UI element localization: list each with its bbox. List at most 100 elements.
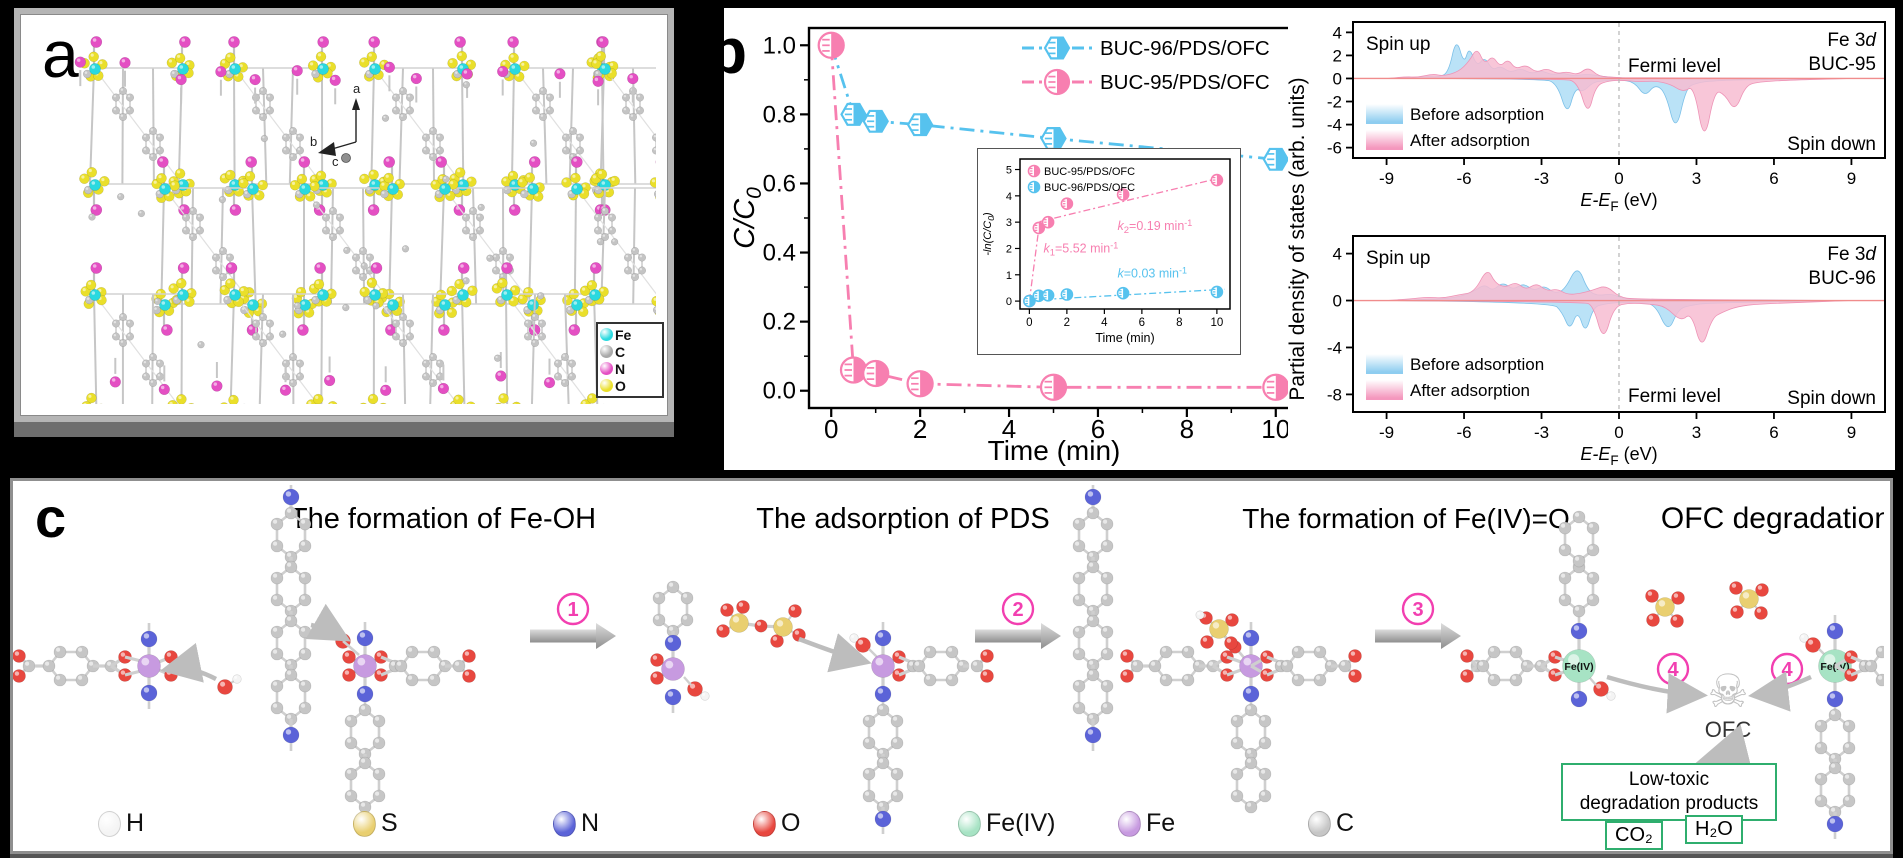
fermi-label: Fermi level bbox=[1628, 386, 1721, 407]
spin-down-label: Spin down bbox=[1787, 134, 1876, 155]
svg-text:b: b bbox=[310, 134, 317, 149]
legend-item-Fe: Fe bbox=[600, 326, 660, 343]
step-title-4: OFC degradation bbox=[1661, 502, 1884, 535]
atom-color-legend: Fe C N O bbox=[596, 322, 664, 398]
degradation-products-box: Low-toxic degradation products bbox=[1561, 763, 1777, 821]
svg-text:6: 6 bbox=[1769, 423, 1778, 442]
svg-text:8: 8 bbox=[1176, 317, 1182, 329]
ofc-label: OFC bbox=[1705, 717, 1752, 742]
svg-text:k1=5.52 min-1: k1=5.52 min-1 bbox=[1043, 240, 1118, 258]
pdos-chart-BUC-96: 4 0 -4 -8 -9 -6 -3 0 3 6 9 E-EF (eV) Spin up Fe 3d BUC… bbox=[1327, 235, 1886, 468]
y-axis-label: C/C0 bbox=[729, 187, 766, 249]
legend-item-O: O bbox=[600, 377, 660, 394]
h2o-box: H₂O bbox=[1685, 815, 1743, 844]
legend-item-C: C bbox=[600, 343, 660, 360]
axis-triad-icon: a bc bbox=[310, 81, 361, 169]
svg-text:c: c bbox=[332, 154, 339, 169]
svg-text:2: 2 bbox=[1333, 46, 1342, 65]
svg-text:Before adsorption: Before adsorption bbox=[1410, 105, 1544, 124]
svg-text:4: 4 bbox=[1667, 659, 1679, 681]
svg-text:0: 0 bbox=[1026, 317, 1032, 329]
svg-text:a: a bbox=[353, 81, 361, 96]
svg-text:BUC-96/PDS/OFC: BUC-96/PDS/OFC bbox=[1100, 37, 1270, 60]
svg-text:5: 5 bbox=[1006, 165, 1012, 177]
kinetics-inset-chart: 0 2 4 6 8 10 0 1 2 3 4 5 Time (min) -ln(C/C0) BUC-95/P… bbox=[977, 148, 1241, 355]
svg-text:4: 4 bbox=[1781, 659, 1793, 681]
legend-label: N bbox=[615, 360, 626, 377]
panel-a-label: a bbox=[42, 17, 79, 91]
svg-text:Before adsorption: Before adsorption bbox=[1410, 355, 1544, 374]
svg-text:0: 0 bbox=[1333, 292, 1342, 311]
svg-text:10: 10 bbox=[1210, 317, 1223, 329]
svg-text:0.0: 0.0 bbox=[763, 378, 796, 405]
svg-text:2: 2 bbox=[1012, 599, 1023, 621]
skull-icon: ☠ bbox=[1707, 664, 1748, 718]
legend-label: C bbox=[615, 343, 626, 360]
svg-text:Time (min): Time (min) bbox=[1095, 331, 1154, 345]
material-label: BUC-95 bbox=[1808, 54, 1876, 75]
atom-swatch bbox=[600, 345, 613, 358]
svg-text:4: 4 bbox=[1006, 191, 1012, 203]
pdos-y-axis-label: Partial density of states (arb. units) bbox=[1288, 77, 1309, 400]
svg-text:0: 0 bbox=[1614, 423, 1623, 442]
orbital-label: Fe 3d bbox=[1827, 244, 1877, 265]
svg-text:-3: -3 bbox=[1534, 423, 1549, 442]
svg-text:-ln(C/C0): -ln(C/C0) bbox=[982, 212, 996, 256]
svg-text:-2: -2 bbox=[1327, 93, 1342, 112]
svg-text:-6: -6 bbox=[1327, 139, 1342, 158]
svg-text:0: 0 bbox=[824, 414, 838, 444]
step-title-1: The formation of Fe-OH bbox=[290, 503, 596, 535]
svg-text:0: 0 bbox=[1006, 296, 1012, 308]
svg-text:1.0: 1.0 bbox=[763, 32, 796, 59]
products-line1: Low-toxic bbox=[1628, 769, 1710, 790]
svg-text:-8: -8 bbox=[1327, 385, 1342, 404]
svg-text:BUC-95/PDS/OFC: BUC-95/PDS/OFC bbox=[1044, 166, 1135, 178]
svg-text:1: 1 bbox=[567, 599, 578, 621]
svg-text:After adsorption: After adsorption bbox=[1410, 381, 1530, 400]
svg-text:9: 9 bbox=[1847, 423, 1856, 442]
svg-text:-9: -9 bbox=[1379, 169, 1394, 188]
svg-text:9: 9 bbox=[1847, 169, 1856, 188]
svg-text:3: 3 bbox=[1412, 599, 1423, 621]
kinetics-inset-svg: 0 2 4 6 8 10 0 1 2 3 4 5 Time (min) -ln(C/C0) BUC-95/P… bbox=[982, 158, 1231, 345]
svg-text:2: 2 bbox=[913, 414, 927, 444]
svg-text:E-EF (eV): E-EF (eV) bbox=[1580, 190, 1657, 214]
legend-item-N: N bbox=[600, 360, 660, 377]
pdos-chart-BUC-95: 4 2 0 -2 -4 -6 -9 -6 -3 0 3 6 9 E-EF (eV) Spin up Fe 3d… bbox=[1327, 21, 1886, 214]
spin-up-label: Spin up bbox=[1366, 34, 1430, 55]
fermi-label: Fermi level bbox=[1628, 56, 1721, 77]
svg-text:1: 1 bbox=[1006, 270, 1012, 282]
svg-text:-9: -9 bbox=[1379, 423, 1394, 442]
co2-box: CO₂ bbox=[1605, 821, 1663, 850]
svg-text:-6: -6 bbox=[1456, 423, 1471, 442]
svg-text:4: 4 bbox=[1002, 414, 1016, 444]
pdos-svg: 4 2 0 -2 -4 -6 -9 -6 -3 0 3 6 9 E-EF (eV) Spin up Fe 3d… bbox=[1288, 21, 1886, 468]
svg-text:E-EF (eV): E-EF (eV) bbox=[1580, 444, 1657, 468]
series-line-1 bbox=[829, 45, 1276, 389]
spin-down-label: Spin down bbox=[1787, 388, 1876, 409]
svg-text:6: 6 bbox=[1769, 169, 1778, 188]
svg-text:0.6: 0.6 bbox=[763, 170, 796, 197]
svg-text:BUC-96/PDS/OFC: BUC-96/PDS/OFC bbox=[1044, 182, 1135, 194]
svg-text:-6: -6 bbox=[1456, 169, 1471, 188]
svg-text:-4: -4 bbox=[1327, 116, 1342, 135]
panel-kinetics-chart: b 0 2 4 6 8 10 0.0 0.2 0.4 0.6 0.8 1.0 Time (min) C/C… bbox=[724, 8, 1316, 470]
crystal-structure-figure bbox=[74, 36, 656, 404]
svg-text:0.2: 0.2 bbox=[763, 309, 796, 336]
svg-text:-4: -4 bbox=[1327, 338, 1342, 357]
atom-swatch bbox=[600, 379, 613, 392]
svg-text:4: 4 bbox=[1333, 245, 1342, 264]
x-axis-label: Time (min) bbox=[988, 435, 1121, 466]
svg-text:6: 6 bbox=[1139, 317, 1145, 329]
kinetics-legend: BUC-96/PDS/OFC BUC-95/PDS/OFC bbox=[1022, 36, 1270, 96]
svg-text:k2=0.19 min-1: k2=0.19 min-1 bbox=[1118, 218, 1193, 236]
svg-text:2: 2 bbox=[1006, 243, 1012, 255]
svg-text:0.4: 0.4 bbox=[763, 240, 796, 267]
step-title-2: The adsorption of PDS bbox=[756, 503, 1049, 535]
svg-text:2: 2 bbox=[1064, 317, 1070, 329]
svg-text:0.8: 0.8 bbox=[763, 101, 796, 128]
orbital-label: Fe 3d bbox=[1827, 30, 1877, 51]
legend-label: O bbox=[615, 377, 626, 394]
